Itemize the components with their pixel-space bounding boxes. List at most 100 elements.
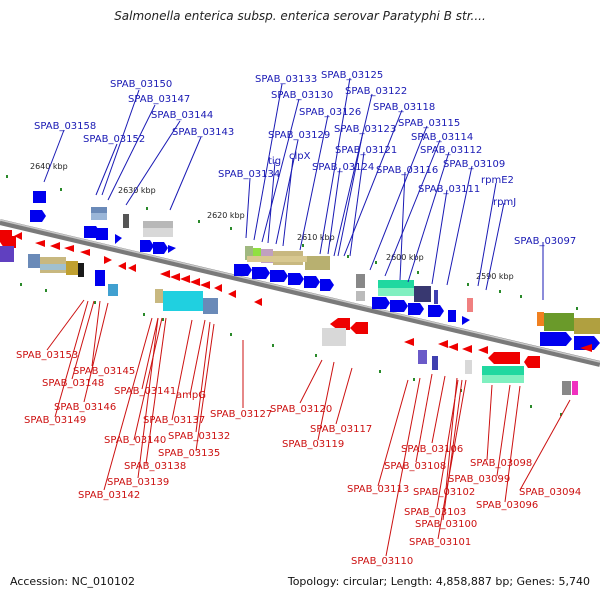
gene-label: clpX [289, 151, 311, 162]
gene-label: rpmJ [493, 197, 516, 208]
scale-label: 2610 kbp [297, 233, 335, 242]
gene-arrow [104, 256, 112, 264]
gene-arrow [448, 310, 456, 322]
gene-arrow [170, 273, 180, 281]
gene-arrow [160, 270, 170, 278]
gene-block [66, 261, 78, 275]
gene-label: SPAB_03110 [351, 556, 413, 567]
scale-track-outer [6, 175, 578, 310]
gene-label: SPAB_03101 [409, 537, 471, 548]
gene-label: SPAB_03142 [78, 490, 140, 501]
forward-leaders [43, 77, 544, 300]
gene-label: SPAB_03150 [110, 79, 172, 90]
gene-arrow [254, 298, 262, 306]
gene-arrow [408, 303, 424, 315]
gene-block [432, 356, 438, 370]
gene-label: SPAB_03129 [268, 130, 330, 141]
gene-block [203, 298, 218, 314]
gene-arrow [320, 279, 334, 291]
gene-label: SPAB_03127 [210, 409, 272, 420]
gene-arrow [180, 275, 190, 283]
gene-arrow [214, 284, 222, 292]
forward-gene-blocks [30, 191, 600, 350]
gene-arrow [288, 273, 304, 285]
gene-block [95, 270, 105, 286]
gene-block [163, 291, 203, 311]
gene-arrow [118, 262, 126, 270]
gene-label: SPAB_03132 [168, 431, 230, 442]
gene-label: SPAB_03119 [282, 439, 344, 450]
gene-arrow [115, 234, 122, 244]
gene-label: SPAB_03100 [415, 519, 477, 530]
gene-block [418, 350, 427, 364]
gene-label: SPAB_03152 [83, 134, 145, 145]
genome-backbone-highlight [0, 219, 600, 363]
genome-backbone [0, 219, 600, 367]
gene-arrow [448, 343, 458, 351]
gene-arrow [33, 191, 46, 203]
gene-label: SPAB_03135 [158, 448, 220, 459]
gene-label: SPAB_03140 [104, 435, 166, 446]
gene-label: SPAB_03134 [218, 169, 280, 180]
gene-label: SPAB_03114 [411, 132, 473, 143]
gene-arrow [153, 242, 168, 254]
gene-block [78, 263, 84, 277]
gene-label: SPAB_03141 [114, 386, 176, 397]
gene-label: SPAB_03103 [404, 507, 466, 518]
gene-label: SPAB_03097 [514, 236, 576, 247]
gene-arrow [228, 290, 236, 298]
scale-label: 2630 kbp [118, 186, 156, 195]
gene-label: SPAB_03094 [519, 487, 581, 498]
gene-arrow [96, 228, 108, 240]
gene-label: SPAB_03106 [401, 444, 463, 455]
gene-block [143, 228, 173, 237]
gene-arrow [190, 278, 200, 286]
gene-label: SPAB_03130 [271, 90, 333, 101]
gene-block [253, 248, 261, 262]
gene-label: SPAB_03126 [299, 107, 361, 118]
gene-label: SPAB_03139 [107, 477, 169, 488]
gene-label: SPAB_03145 [73, 366, 135, 377]
gene-arrow [540, 332, 572, 346]
scale-label: 2600 kbp [386, 253, 424, 262]
gene-label: SPAB_03099 [448, 474, 510, 485]
gene-arrow [80, 249, 90, 256]
scale-label: 2640 kbp [30, 162, 68, 171]
gene-arrow [270, 270, 288, 282]
gene-arrow [140, 240, 154, 252]
gene-block [544, 313, 574, 331]
gene-block [562, 381, 571, 395]
gene-label: tig [268, 156, 281, 167]
scale-labels: 2640 kbp 2630 kbp 2620 kbp 2610 kbp 2600… [30, 162, 514, 281]
gene-label: SPAB_03158 [34, 121, 96, 132]
gene-block [537, 312, 544, 326]
gene-arrow [524, 356, 540, 368]
gene-label: SPAB_03133 [255, 74, 317, 85]
gene-label: SPAB_03143 [172, 127, 234, 138]
gene-block [305, 256, 330, 270]
gene-label: SPAB_03144 [151, 110, 213, 121]
gene-label: SPAB_03146 [54, 402, 116, 413]
gene-label: SPAB_03123 [334, 124, 396, 135]
gene-block [245, 246, 253, 260]
gene-label: ampG [176, 390, 206, 401]
gene-label: SPAB_03153 [16, 350, 78, 361]
gene-label: SPAB_03102 [413, 487, 475, 498]
scale-label: 2590 kbp [476, 272, 514, 281]
gene-label: SPAB_03118 [373, 102, 435, 113]
gene-label: SPAB_03149 [24, 415, 86, 426]
gene-arrow [14, 232, 22, 240]
gene-label: SPAB_03124 [312, 162, 374, 173]
scale-track-inner [20, 283, 562, 416]
gene-label: SPAB_03117 [310, 424, 372, 435]
gene-arrow [390, 300, 408, 312]
gene-block [434, 290, 438, 304]
gene-block [247, 256, 307, 262]
gene-block [322, 328, 346, 346]
gene-arrow [372, 297, 390, 309]
gene-arrow [330, 318, 350, 330]
gene-arrow [64, 245, 74, 252]
gene-label: SPAB_03098 [470, 458, 532, 469]
gene-block [40, 264, 66, 270]
